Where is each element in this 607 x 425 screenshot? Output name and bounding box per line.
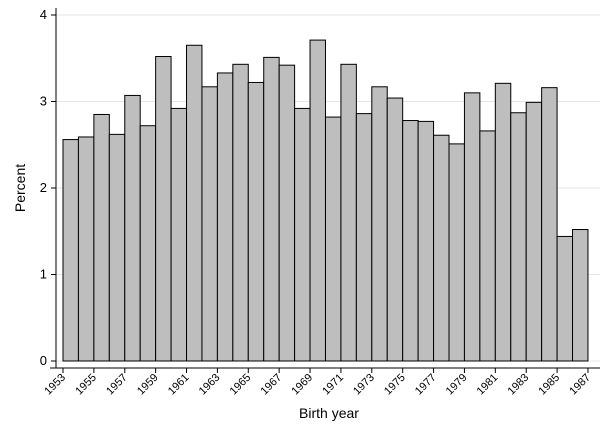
bar-1986 (572, 229, 589, 362)
x-tick-label: 1965 (228, 372, 254, 398)
x-tick-label: 1981 (475, 372, 501, 398)
bar-1984 (541, 87, 558, 362)
x-tick-label: 1963 (197, 372, 223, 398)
x-tick-label: 1957 (104, 372, 130, 398)
bar-1980 (479, 130, 496, 362)
x-tick-label: 1987 (567, 372, 593, 398)
bar-1956 (108, 133, 126, 362)
bar-1971 (340, 63, 357, 362)
bar-1982 (510, 112, 527, 362)
x-tick-label: 1975 (382, 372, 408, 398)
bar-1978 (448, 143, 465, 362)
x-tick-label: 1955 (73, 372, 99, 398)
y-tick-label: 4 (40, 7, 47, 22)
bar-1958 (139, 125, 157, 362)
bar-1977 (433, 134, 450, 362)
x-axis-label: Birth year (299, 405, 359, 421)
y-tick-label: 3 (40, 94, 47, 109)
x-tick-label: 1983 (506, 372, 532, 398)
x-tick-label: 1977 (413, 372, 439, 398)
bar-1960 (170, 107, 188, 362)
bar-1957 (124, 94, 141, 362)
bar-1961 (186, 44, 203, 362)
bar-1967 (278, 64, 296, 362)
x-tick-label: 1985 (536, 372, 562, 398)
bar-1959 (155, 56, 172, 362)
y-axis-label: Percent (12, 164, 28, 212)
bar-1972 (355, 113, 373, 362)
x-tick-label: 1969 (289, 372, 315, 398)
x-tick-label: 1961 (166, 372, 192, 398)
y-tick-label: 1 (40, 267, 47, 282)
x-tick-label: 1979 (444, 372, 470, 398)
bar-1964 (232, 63, 249, 362)
bar-1981 (494, 82, 512, 362)
bar-1954 (77, 136, 95, 362)
x-tick-label: 1959 (135, 372, 161, 398)
y-tick-label: 2 (40, 180, 47, 195)
bar-1965 (247, 81, 265, 362)
bar-1983 (525, 101, 543, 362)
bar-1985 (556, 235, 574, 362)
x-tick-label: 1971 (320, 372, 346, 398)
bar-layer (62, 39, 589, 362)
bar-1962 (201, 86, 218, 362)
bar-1975 (402, 120, 419, 362)
bar-1968 (294, 107, 311, 362)
bar-1953 (62, 139, 79, 362)
bar-1970 (324, 116, 342, 362)
bar-1979 (463, 92, 481, 362)
bar-1973 (371, 86, 388, 362)
x-tick-label: 1953 (42, 372, 68, 398)
bar-1969 (309, 39, 326, 362)
bar-1963 (216, 72, 234, 362)
x-tick-label: 1967 (258, 372, 284, 398)
bar-1976 (417, 120, 435, 362)
bar-1974 (386, 97, 404, 362)
bar-1955 (93, 113, 110, 362)
bar-1966 (263, 56, 280, 362)
y-tick-label: 0 (40, 353, 47, 368)
x-tick-label: 1973 (351, 372, 377, 398)
